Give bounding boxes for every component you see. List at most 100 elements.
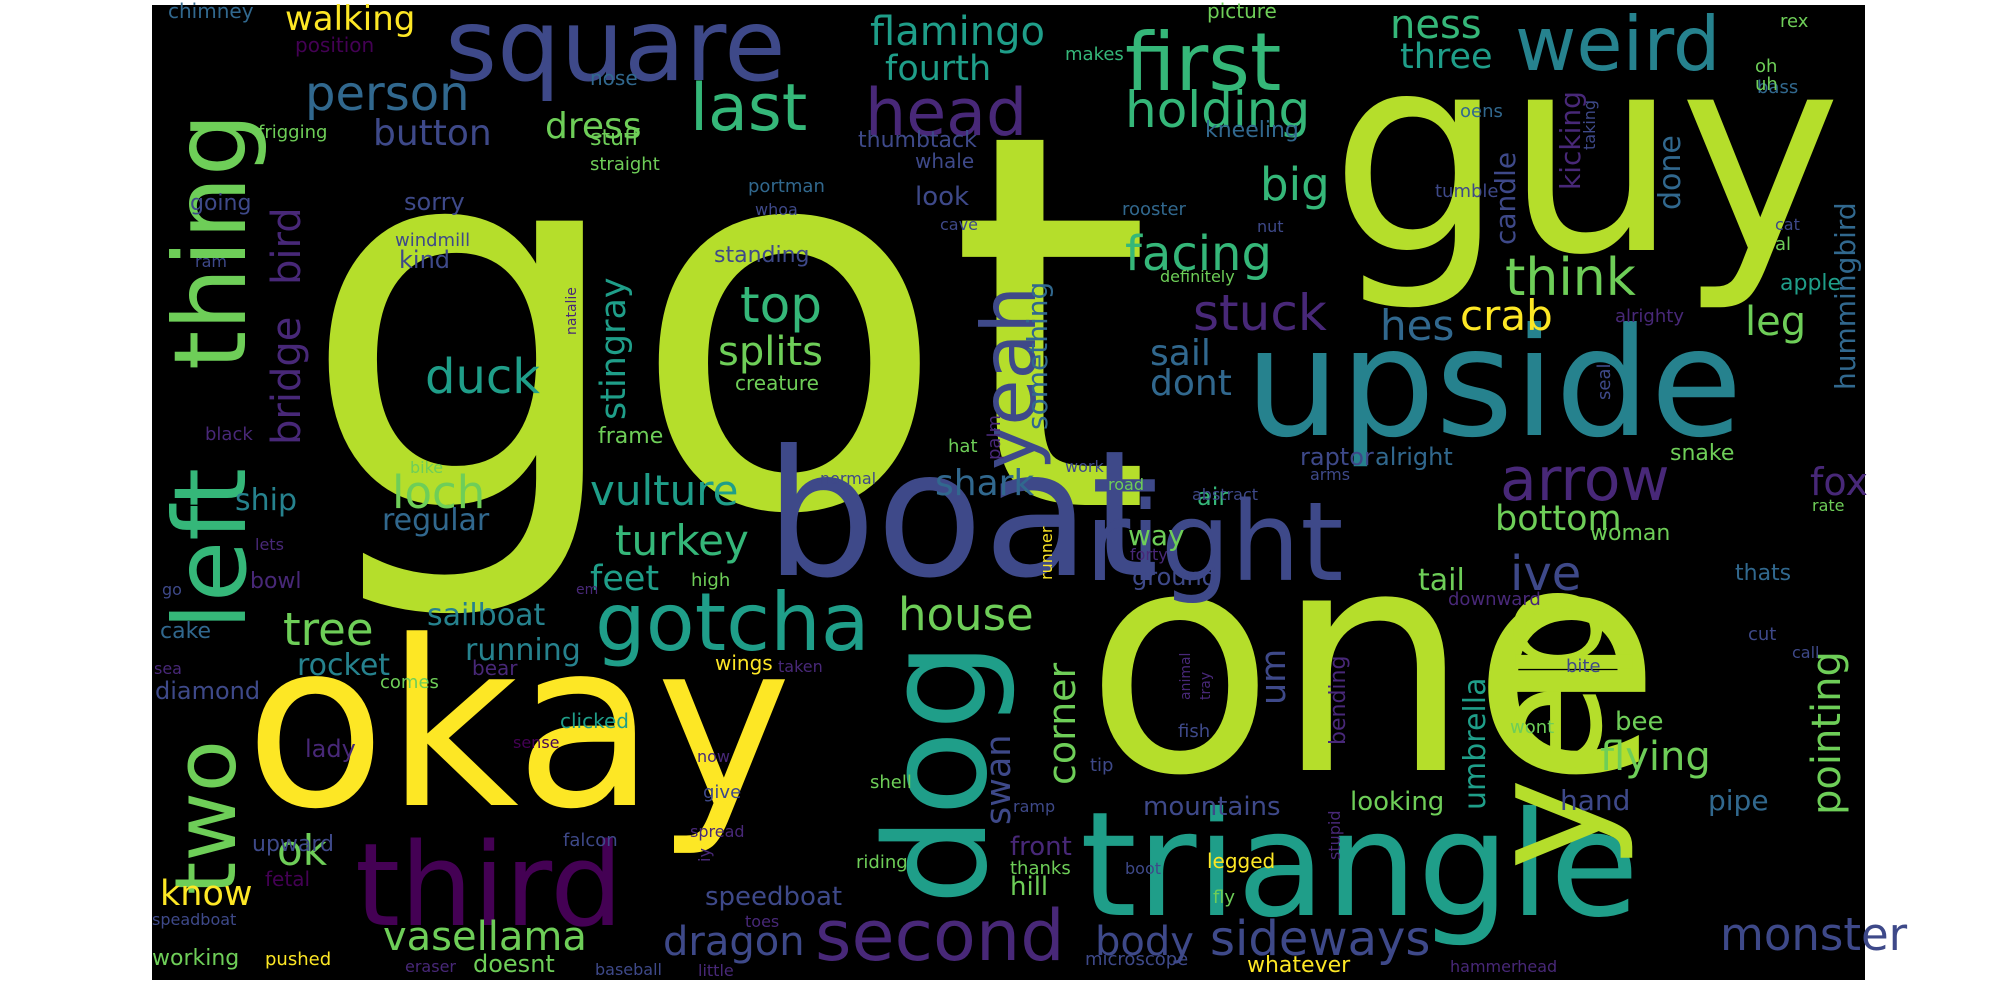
- word-crab: crab: [1460, 291, 1553, 340]
- word-diamond: diamond: [155, 677, 260, 705]
- word-yep: yep: [1456, 585, 1637, 870]
- word-running: running: [465, 633, 581, 668]
- word-something: something: [1021, 282, 1054, 430]
- word-triangle: triangle: [1080, 781, 1639, 950]
- word-straight: straight: [590, 154, 660, 175]
- word-give: give: [703, 782, 741, 803]
- word-turkey: turkey: [615, 516, 749, 565]
- word-taking: taking: [1580, 100, 1599, 150]
- word-hand: hand: [1560, 784, 1630, 817]
- word-yeah: yeah: [965, 286, 1053, 470]
- word-kind: kind: [399, 246, 450, 274]
- word-chimney: chimney: [168, 0, 254, 23]
- word-clicked: clicked: [560, 709, 629, 733]
- word-ground: ground: [1132, 563, 1217, 591]
- word-pipe: pipe: [1708, 784, 1769, 817]
- word-nose: nose: [590, 66, 638, 90]
- word-bottom: bottom: [1495, 499, 1622, 539]
- word-portman: portman: [748, 176, 825, 197]
- word-upward: upward: [252, 832, 334, 857]
- word-dont: dont: [1150, 363, 1232, 404]
- word-vulture: vulture: [590, 466, 738, 515]
- word-second: second: [815, 895, 1065, 977]
- word-black: black: [205, 424, 253, 445]
- word-sorry: sorry: [404, 188, 465, 216]
- word-bridge: bridge: [264, 317, 310, 445]
- word-regular: regular: [382, 503, 490, 538]
- word-abstract: abstract: [1192, 485, 1258, 504]
- word-last: last: [690, 71, 807, 146]
- word-sailboat: sailboat: [427, 598, 545, 633]
- word-call: call: [1792, 643, 1820, 662]
- word-splits: splits: [718, 329, 823, 375]
- word-cat: cat: [1775, 215, 1800, 234]
- word-weird: weird: [1515, 0, 1720, 88]
- word-hill: hill: [1010, 872, 1048, 902]
- word-picture: picture: [1207, 0, 1277, 23]
- word-gotcha: gotcha: [595, 576, 870, 669]
- word-road: road: [1108, 475, 1144, 494]
- word-ive: ive: [1510, 546, 1581, 602]
- word-go: go: [162, 580, 182, 599]
- word-duck: duck: [425, 349, 540, 405]
- word-legged: legged: [1207, 849, 1275, 873]
- word-now: now: [697, 747, 730, 766]
- word-taken: taken: [778, 657, 823, 676]
- word-stingray: stingray: [594, 277, 634, 420]
- word-thanks: thanks: [1010, 858, 1071, 879]
- word-arms: arms: [1310, 465, 1350, 484]
- word-upside: upside: [1245, 297, 1743, 471]
- word-thats: thats: [1735, 561, 1791, 586]
- word-got: got: [300, 22, 1152, 628]
- word-apple: apple: [1780, 271, 1841, 296]
- word-fetal: fetal: [265, 867, 310, 891]
- word-flying: flying: [1600, 734, 1711, 780]
- word-comes: comes: [380, 672, 439, 693]
- word-left: left: [152, 468, 269, 630]
- word-tail: tail: [1418, 563, 1465, 598]
- word-stupid: stupid: [1325, 810, 1344, 860]
- word-speedboat: speedboat: [705, 882, 842, 912]
- word-dress: dress: [545, 106, 642, 147]
- word-corner: corner: [1040, 662, 1084, 785]
- word-loch: loch: [392, 466, 485, 519]
- word-riding: riding: [856, 852, 908, 873]
- word-looking: looking: [1350, 787, 1444, 817]
- word-dragon: dragon: [663, 919, 805, 965]
- word-fox: fox: [1810, 460, 1868, 504]
- word-three: three: [1400, 37, 1493, 77]
- word-speadboat: speadboat: [152, 910, 236, 929]
- word-seal: seal: [1594, 364, 1615, 400]
- word-natalie: natalie: [564, 287, 580, 335]
- word-square: square: [445, 0, 786, 104]
- word-whale: whale: [915, 149, 974, 173]
- word-mountains: mountains: [1143, 792, 1281, 822]
- word-bird: bird: [264, 207, 310, 285]
- word-alrighty: alrighty: [1615, 306, 1684, 327]
- word-rooster: rooster: [1122, 199, 1187, 220]
- word-done: done: [1653, 135, 1688, 210]
- word-air: air: [1197, 483, 1228, 511]
- word-flamingo: flamingo: [870, 9, 1045, 55]
- word-tumble: tumble: [1435, 181, 1499, 202]
- word-facing: facing: [1125, 226, 1272, 282]
- word-lady: lady: [305, 735, 356, 763]
- word-frame: frame: [598, 424, 663, 449]
- word-tray: tray: [1198, 672, 1214, 700]
- cloud-background: [152, 5, 1865, 980]
- word-ram: ram: [195, 252, 227, 271]
- word-cut: cut: [1748, 624, 1776, 645]
- word-high: high: [691, 570, 730, 591]
- word-bass: bass: [1757, 77, 1798, 98]
- word-front: front: [1010, 832, 1072, 862]
- word-uh: uh: [1755, 74, 1778, 95]
- word-bite: bite: [1566, 656, 1601, 677]
- word-bike: bike: [410, 458, 443, 477]
- word-thumbtack: thumbtack: [858, 128, 977, 153]
- word-hat: hat: [948, 436, 978, 457]
- word-fly: fly: [1213, 887, 1235, 908]
- word-fish: fish: [1178, 721, 1210, 742]
- word-hammerhead: hammerhead: [1450, 957, 1557, 976]
- word-holding: holding: [1125, 81, 1310, 139]
